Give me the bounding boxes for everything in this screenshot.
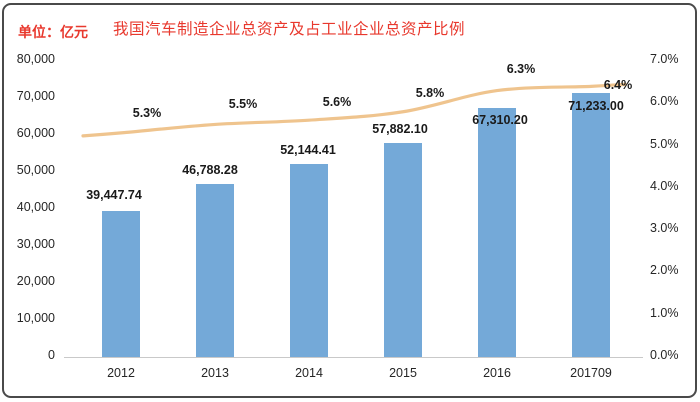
bar-2014 (290, 164, 328, 357)
bar-value-label-2015: 57,882.10 (372, 121, 428, 136)
bar-value-label-2016: 67,310.20 (472, 112, 528, 127)
line-value-label-2012: 5.3% (132, 105, 162, 120)
bar-2016 (478, 107, 516, 357)
right-axis-tick-0: 0.0% (650, 348, 679, 362)
left-axis-tick-5: 50,000 (16, 163, 55, 177)
line-value-label-2016: 6.3% (506, 61, 536, 76)
right-axis-tick-1: 1.0% (650, 305, 679, 320)
bar-value-label-2012: 39,447.74 (86, 188, 142, 203)
chart-title: 我国汽车制造企业总资产及占工业企业总资产比例 (113, 21, 466, 38)
bar-2012 (102, 211, 140, 357)
x-axis-label-2015: 2015 (389, 366, 417, 380)
x-axis-label-2013: 2013 (201, 366, 229, 380)
unit-label: 单位：亿元 (18, 24, 88, 40)
right-axis-tick-2: 2.0% (650, 263, 679, 278)
x-axis-label-2014: 2014 (295, 366, 323, 380)
left-axis-tick-4: 40,000 (16, 200, 55, 214)
right-axis-tick-7: 7.0% (650, 52, 679, 66)
x-axis-line (64, 357, 643, 358)
left-axis-tick-0: 0 (48, 348, 55, 362)
left-axis-tick-2: 20,000 (16, 274, 55, 288)
right-axis-tick-5: 5.0% (650, 136, 679, 151)
right-axis-tick-6: 6.0% (650, 94, 679, 109)
right-axis-tick-3: 3.0% (650, 221, 679, 236)
x-axis-label-201709: 201709 (570, 366, 612, 380)
left-axis-tick-8: 80,000 (16, 52, 55, 66)
right-axis-tick-4: 4.0% (650, 178, 679, 193)
left-axis-tick-3: 30,000 (16, 237, 55, 251)
bar-value-label-2013: 46,788.28 (182, 162, 238, 177)
left-axis-tick-7: 70,000 (16, 89, 55, 103)
left-axis-tick-1: 10,000 (16, 311, 55, 325)
line-value-label-2015: 5.8% (415, 85, 445, 100)
x-axis-label-2012: 2012 (107, 366, 135, 380)
bar-2015 (384, 142, 422, 357)
bar-201709 (572, 93, 610, 357)
x-axis-label-2016: 2016 (483, 366, 511, 380)
left-axis-tick-6: 60,000 (16, 126, 55, 140)
bar-value-label-2014: 52,144.41 (280, 143, 336, 158)
line-value-label-201709: 6.4% (603, 78, 633, 93)
line-value-label-2014: 5.6% (322, 95, 352, 110)
bar-2013 (196, 183, 234, 357)
line-value-label-2013: 5.5% (228, 97, 258, 112)
bar-value-label-201709: 71,233.00 (568, 99, 624, 114)
